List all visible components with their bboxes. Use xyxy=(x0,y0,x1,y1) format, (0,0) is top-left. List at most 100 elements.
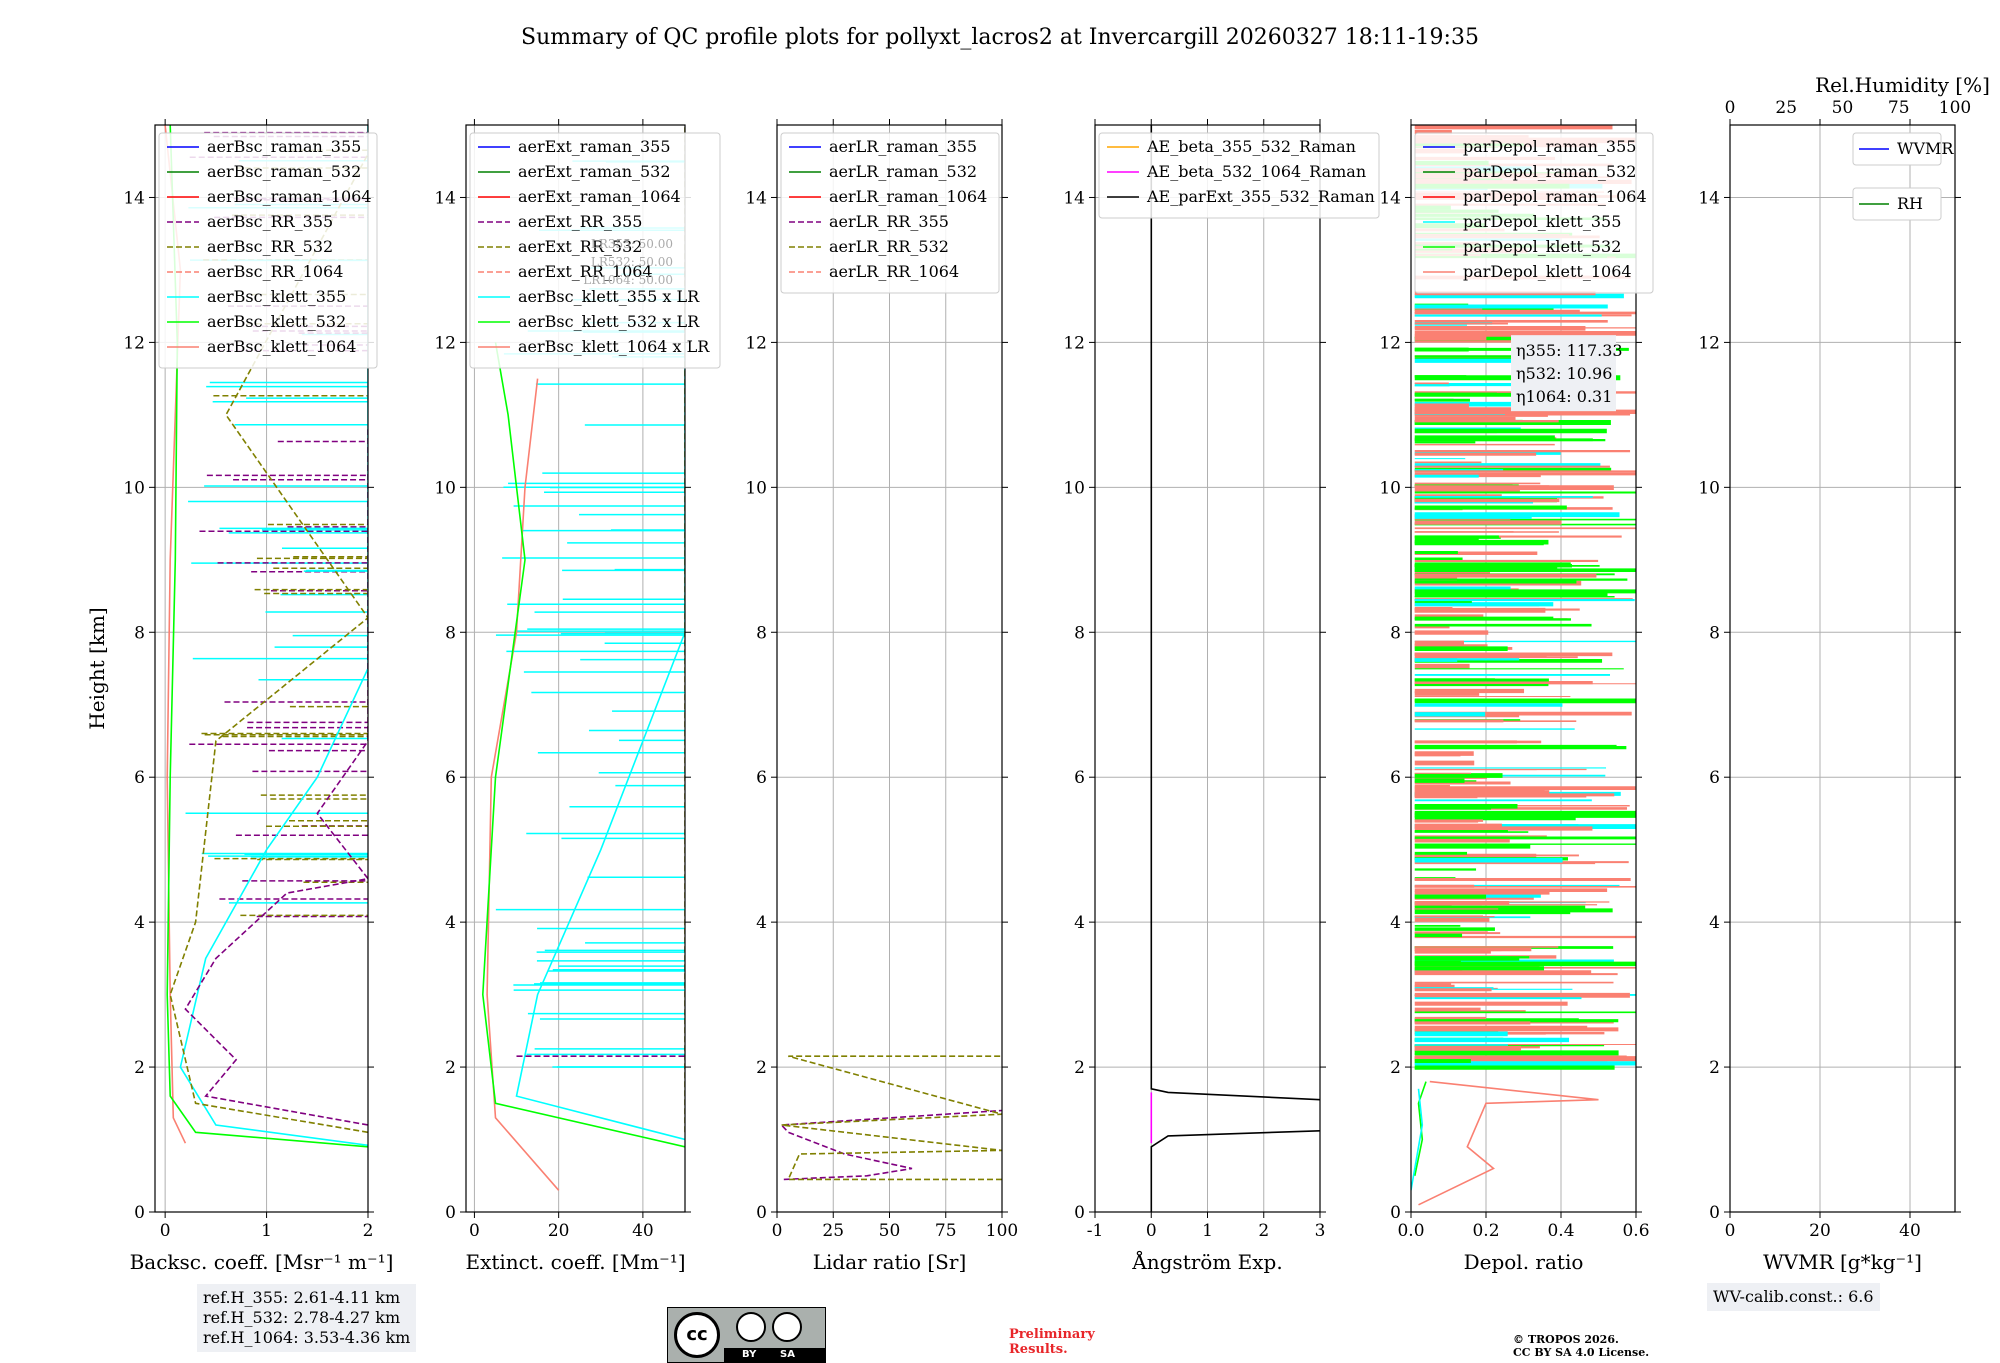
y-tick-label: 14 xyxy=(123,188,145,208)
series-aerBsc_klett_355 xyxy=(179,125,368,1147)
y-tick-label: 10 xyxy=(434,478,456,498)
series-parDepol_klett_1064 xyxy=(1418,1080,1599,1206)
y-tick-label: 2 xyxy=(756,1058,767,1078)
y-tick-label: 14 xyxy=(1698,188,1720,208)
y-tick-label: 0 xyxy=(1074,1203,1085,1223)
lr-note: LR1064: 50.00 xyxy=(583,273,673,287)
figure-title: Summary of QC profile plots for pollyxt_… xyxy=(521,25,1479,50)
x2-tick-label: 75 xyxy=(1888,98,1910,118)
y-tick-label: 12 xyxy=(1063,333,1085,353)
preliminary-line-1: Preliminary xyxy=(1009,1327,1095,1342)
ref-line-532: ref.H_532: 2.78-4.27 km xyxy=(203,1308,401,1327)
legend-label: aerExt_raman_532 xyxy=(518,162,671,181)
sa-label: SA xyxy=(780,1349,795,1360)
by-label: BY xyxy=(742,1349,757,1360)
legend-label: aerExt_RR_532 xyxy=(518,237,642,256)
series-AE_parExt_355_532_Raman xyxy=(1150,1130,1320,1212)
y-tick-label: 0 xyxy=(756,1203,767,1223)
legend-label: WVMR xyxy=(1897,139,1954,158)
legend-label: aerBsc_RR_1064 xyxy=(207,262,343,281)
y-tick-label: 0 xyxy=(1390,1203,1401,1223)
eta-value: η1064: 0.31 xyxy=(1516,387,1612,406)
x-tick-label: 3 xyxy=(1315,1221,1326,1241)
legend-label: parDepol_klett_355 xyxy=(1463,212,1621,231)
x-axis-label: Lidar ratio [Sr] xyxy=(813,1250,967,1274)
y-tick-label: 8 xyxy=(1074,623,1085,643)
legend-label: aerLR_RR_532 xyxy=(829,237,949,256)
y-tick-label: 4 xyxy=(756,913,767,933)
x-tick-label: 20 xyxy=(1809,1221,1831,1241)
panel-5: 0 2 4 6 8 10 12 14 0.0 0.2 0.4 0.6 Depol. ratio parDe… xyxy=(1379,119,1654,1274)
reference-heights: ref.H_355: 2.61-4.11 km ref.H_532: 2.78-… xyxy=(197,1284,417,1352)
series-parDepol_klett_355 xyxy=(1411,1088,1424,1191)
y-tick-label: 12 xyxy=(745,333,767,353)
y-tick-label: 8 xyxy=(1390,623,1401,643)
legend-label: aerLR_raman_355 xyxy=(829,137,977,156)
cc-icon: cc xyxy=(674,1312,720,1358)
sa-share-icon xyxy=(772,1312,802,1342)
y-tick-label: 12 xyxy=(434,333,456,353)
series-AE_parExt_355_532_Raman upper xyxy=(1150,125,1320,1101)
cc-license-badge: cc BY SA xyxy=(667,1307,826,1363)
series-aerBsc_klett_532 x LR xyxy=(481,342,685,1148)
legend-label: aerBsc_klett_532 xyxy=(207,312,346,331)
license-strip: BY SA xyxy=(724,1348,825,1362)
y-tick-label: 8 xyxy=(445,623,456,643)
x-tick-label: 0.0 xyxy=(1397,1221,1424,1241)
preliminary-note: Preliminary Results. xyxy=(1009,1327,1095,1357)
series-aerLR_RR_355 xyxy=(779,1109,1002,1181)
legend-box xyxy=(1414,132,1654,294)
x-tick-label: 0 xyxy=(469,1221,480,1241)
series-parDepol_klett_532 xyxy=(1414,1081,1427,1176)
wv-calib-text: WV-calib.const.: 6.6 xyxy=(1713,1287,1874,1306)
y-tick-label: 6 xyxy=(134,768,145,788)
x-axis-label: Depol. ratio xyxy=(1464,1250,1584,1274)
ref-line-355: ref.H_355: 2.61-4.11 km xyxy=(203,1288,401,1307)
axes-frame xyxy=(154,124,369,1213)
x-tick-label: 1 xyxy=(261,1221,272,1241)
x-tick-label: 50 xyxy=(879,1221,901,1241)
x-tick-label: 100 xyxy=(986,1221,1018,1241)
legend-label: aerBsc_raman_355 xyxy=(207,137,361,156)
y-tick-label: 4 xyxy=(1709,913,1720,933)
x-tick-label: 0 xyxy=(1725,1221,1736,1241)
x-tick-label: 75 xyxy=(935,1221,957,1241)
axes-frame xyxy=(465,124,686,1213)
y-axis-label: Height [km] xyxy=(85,607,109,729)
x2-tick-label: 25 xyxy=(1775,98,1797,118)
x-tick-label: 0 xyxy=(772,1221,783,1241)
x-tick-label: -1 xyxy=(1087,1221,1104,1241)
series-aerBsc_RR_532 xyxy=(169,153,368,1134)
y-tick-label: 14 xyxy=(745,188,767,208)
legend-label: aerLR_raman_532 xyxy=(829,162,977,181)
legend-label: aerBsc_klett_355 x LR xyxy=(518,287,700,306)
copyright-line-1: © TROPOS 2026. xyxy=(1513,1333,1619,1346)
y-tick-label: 12 xyxy=(123,333,145,353)
copyright-line-2: CC BY SA 4.0 License. xyxy=(1513,1346,1650,1359)
legend-label: AE_parExt_355_532_Raman xyxy=(1146,187,1375,206)
series-aerBsc_klett_532 xyxy=(166,125,368,1148)
legend-box xyxy=(469,132,721,369)
cc-icon-label: cc xyxy=(686,1324,708,1345)
legend-label: aerLR_RR_355 xyxy=(829,212,949,231)
y-tick-label: 10 xyxy=(1698,478,1720,498)
x-tick-label: 40 xyxy=(1899,1221,1921,1241)
x-tick-label: 2 xyxy=(1258,1221,1269,1241)
legend-label: RH xyxy=(1897,194,1923,213)
legend-label: aerExt_RR_1064 xyxy=(518,262,653,281)
x-tick-label: 0 xyxy=(160,1221,171,1241)
legend-label: aerBsc_klett_532 x LR xyxy=(518,312,700,331)
lr-note: LR532: 50.00 xyxy=(591,255,673,269)
legend-label: parDepol_klett_1064 xyxy=(1463,262,1632,281)
x-tick-label: 0.4 xyxy=(1547,1221,1574,1241)
legend-box xyxy=(158,132,378,369)
y-tick-label: 6 xyxy=(1709,768,1720,788)
legend-label: aerBsc_raman_1064 xyxy=(207,187,372,206)
ref-line-1064: ref.H_1064: 3.53-4.36 km xyxy=(203,1328,411,1347)
y-tick-label: 2 xyxy=(1390,1058,1401,1078)
legend-label: parDepol_raman_355 xyxy=(1463,137,1636,156)
legend-box xyxy=(780,132,1000,294)
copyright-note: © TROPOS 2026. CC BY SA 4.0 License. xyxy=(1513,1333,1649,1359)
